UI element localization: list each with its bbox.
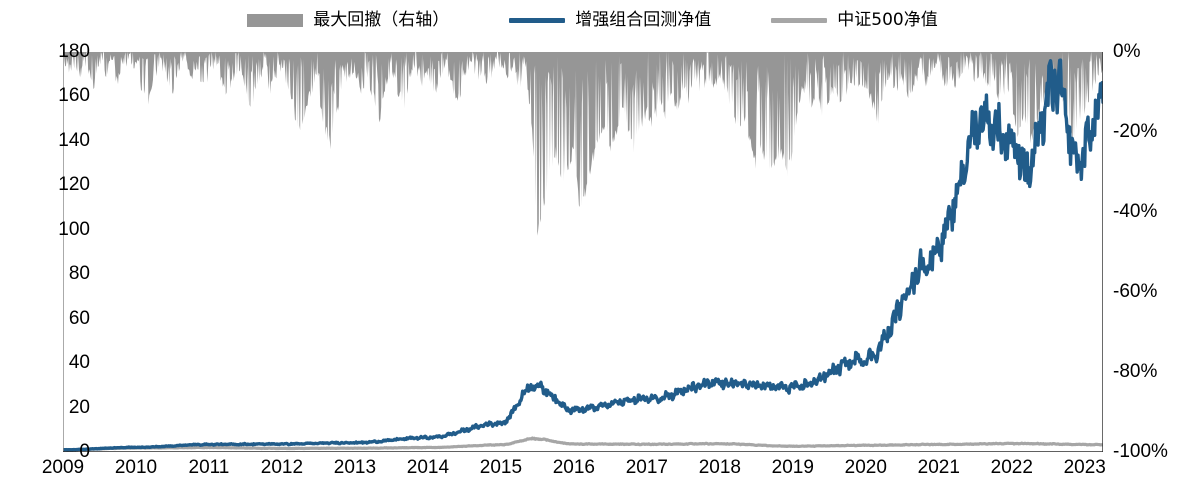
legend-area-icon: [247, 13, 304, 27]
y-axis-left-tick: 60: [68, 307, 90, 329]
x-axis-tick: 2017: [625, 457, 668, 478]
y-axis-left-tick: 40: [68, 352, 90, 374]
x-axis-tick: 2023: [1063, 457, 1106, 478]
x-axis-tick: 2015: [479, 457, 523, 478]
x-axis-tick: 2019: [771, 457, 814, 478]
y-axis-left-tick: 80: [68, 263, 90, 285]
y-axis-left-tick: 120: [58, 174, 90, 196]
x-axis-tick: 2011: [188, 457, 230, 478]
legend-label-index: 中证500净值: [837, 9, 938, 30]
x-axis-tick: 2009: [41, 457, 85, 478]
legend-line-icon: [509, 17, 566, 23]
legend-line-icon: [771, 17, 828, 23]
x-axis-tick: 2013: [333, 457, 377, 478]
legend-label-portfolio: 增强组合回测净值: [575, 9, 712, 30]
series-portfolio-line: [63, 58, 1103, 452]
legend-item-index[interactable]: 中证500净值: [771, 9, 938, 30]
legend-item-portfolio[interactable]: 增强组合回测净值: [509, 9, 712, 30]
x-axis-tick: 2018: [698, 457, 741, 478]
y-axis-left-tick: 140: [58, 129, 90, 151]
y-axis-left-tick: 0: [79, 441, 90, 462]
y-axis-left-tick: 180: [58, 41, 90, 62]
y-axis-left-tick: 160: [58, 85, 90, 107]
x-axis-tick: 2020: [844, 457, 887, 478]
x-axis-tick: 2022: [990, 457, 1033, 478]
legend-label-drawdown: 最大回撤（右轴）: [313, 9, 450, 30]
y-axis-left-tick: 100: [58, 218, 90, 240]
x-axis-tick: 2010: [114, 457, 158, 478]
x-axis-tick: 2021: [917, 457, 960, 478]
x-axis-tick: 2014: [406, 457, 450, 478]
x-axis-tick: 2016: [552, 457, 596, 478]
y-axis-right-tick: -20%: [1113, 121, 1158, 142]
y-axis-right-tick: -100%: [1113, 441, 1168, 462]
x-axis-tick: 2012: [260, 457, 304, 478]
series-csi500-line: [63, 436, 1103, 452]
y-axis-right-tick: -80%: [1113, 361, 1158, 382]
plot-canvas: [63, 52, 1103, 452]
plot-area: [63, 52, 1103, 452]
y-axis-right-tick: 0%: [1113, 41, 1141, 62]
y-axis-left-tick: 20: [68, 396, 90, 418]
y-axis-right-tick: -40%: [1113, 201, 1158, 222]
series-drawdown-area: [63, 52, 1103, 236]
chart-legend: 最大回撤（右轴） 增强组合回测净值 中证500净值: [0, 6, 1185, 34]
legend-item-drawdown[interactable]: 最大回撤（右轴）: [247, 9, 450, 30]
y-axis-right-tick: -60%: [1113, 281, 1158, 302]
